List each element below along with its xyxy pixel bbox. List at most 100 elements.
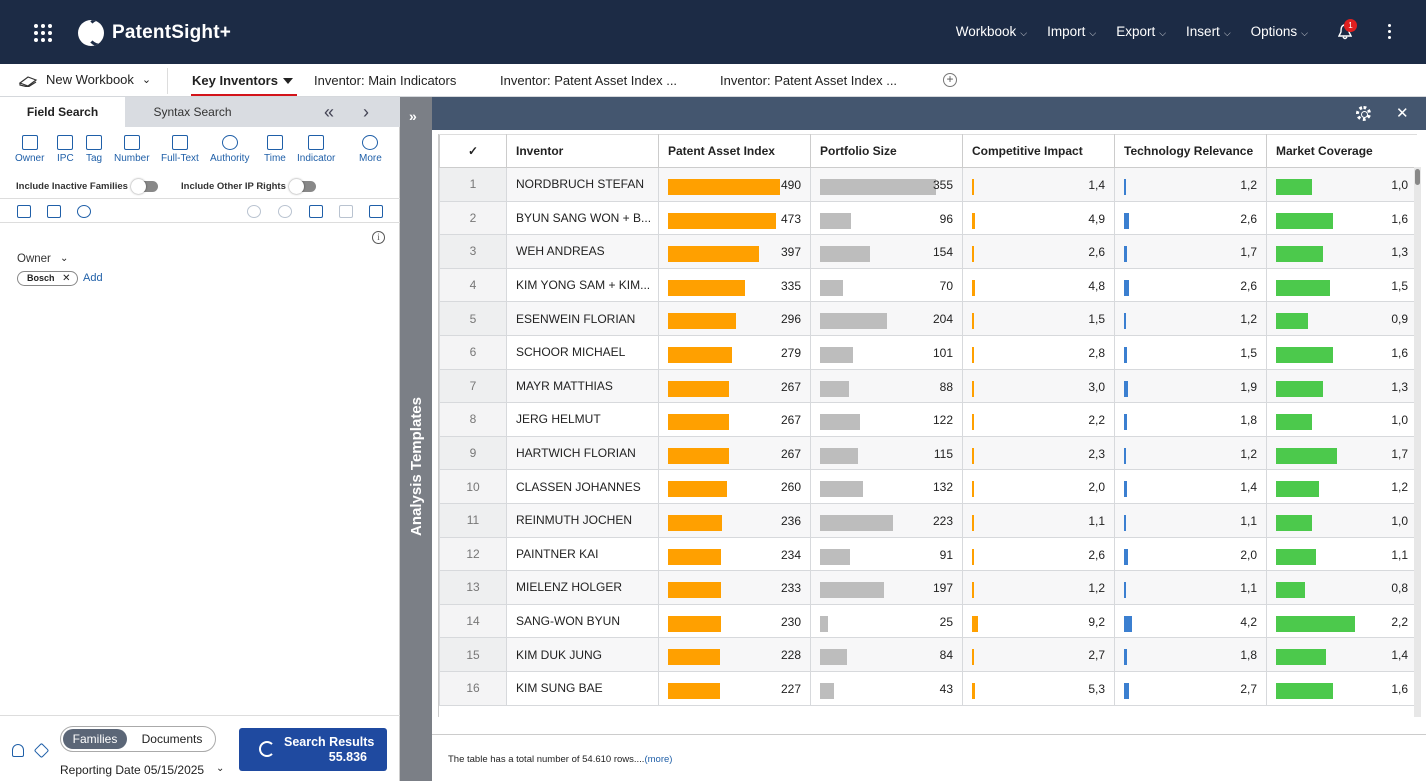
workbook-selector[interactable]: New Workbook ⌄	[18, 72, 151, 87]
inventor-name[interactable]: MIELENZ HOLGER	[506, 570, 659, 605]
app-grid-icon[interactable]	[34, 24, 52, 42]
inventor-name[interactable]: ESENWEIN FLORIAN	[506, 301, 659, 336]
table-row[interactable]: 10 CLASSEN JOHANNES 260 132 2,0 1,4 1,2	[439, 469, 1417, 504]
column-header[interactable]: Technology Relevance	[1114, 134, 1267, 168]
tab-field-search[interactable]: Field Search	[0, 97, 125, 127]
more-vertical-icon[interactable]	[1385, 24, 1393, 39]
table-row[interactable]: 3 WEH ANDREAS 397 154 2,6 1,7 1,3	[439, 234, 1417, 269]
copy-icon[interactable]	[309, 205, 323, 218]
inventor-name[interactable]: REINMUTH JOCHEN	[506, 502, 659, 538]
remove-chip-icon[interactable]: ✕	[62, 273, 71, 284]
search-results-button[interactable]: Search Results 55.836	[239, 728, 387, 771]
tab-syntax-search[interactable]: Syntax Search	[153, 105, 232, 119]
tag-icon[interactable]	[33, 742, 50, 759]
alert-bell-icon[interactable]	[12, 744, 24, 757]
families-option[interactable]: Families	[63, 729, 127, 749]
trash-icon[interactable]	[369, 205, 383, 218]
table-row[interactable]: 1 NORDBRUCH STEFAN 490 355 1,4 1,2 1,0	[439, 167, 1417, 202]
table-row[interactable]: 15 KIM DUK JUNG 228 84 2,7 1,8 1,4	[439, 637, 1417, 672]
inventor-name[interactable]: KIM YONG SAM + KIM...	[506, 267, 659, 303]
portfolio-size-bar	[820, 582, 885, 599]
filter-number-button[interactable]: Number	[114, 135, 150, 164]
select-all-check-icon[interactable]: ✓	[439, 134, 507, 168]
column-header[interactable]: Inventor	[506, 134, 659, 168]
owner-filter-label[interactable]: Owner	[17, 253, 51, 265]
table-row[interactable]: 16 KIM SUNG BAE 227 43 5,3 2,7 1,6	[439, 670, 1417, 706]
table-row[interactable]: 12 PAINTNER KAI 234 91 2,6 2,0 1,1	[439, 536, 1417, 572]
undo-icon[interactable]	[247, 205, 261, 218]
inventor-name[interactable]: MAYR MATTHIAS	[506, 368, 659, 404]
inventor-name[interactable]: SANG-WON BYUN	[506, 603, 659, 639]
more-link[interactable]: (more)	[644, 754, 673, 765]
other-ip-rights-toggle[interactable]	[289, 179, 316, 194]
filter-owner-button[interactable]: Owner	[15, 135, 44, 164]
filter-more-button[interactable]: More	[359, 135, 382, 164]
inventor-name[interactable]: PAINTNER KAI	[506, 536, 659, 572]
folder-open-icon[interactable]	[17, 205, 31, 218]
table-row[interactable]: 8 JERG HELMUT 267 122 2,2 1,8 1,0	[439, 402, 1417, 437]
competitive-impact-cell: 1,5	[962, 301, 1115, 336]
search-zoom-icon[interactable]	[77, 205, 91, 218]
inventor-name[interactable]: WEH ANDREAS	[506, 234, 659, 269]
collapse-left-icon[interactable]: «	[324, 102, 335, 122]
table-row[interactable]: 11 REINMUTH JOCHEN 236 223 1,1 1,1 1,0	[439, 502, 1417, 538]
filter-fulltext-button[interactable]: Full-Text	[161, 135, 199, 164]
menu-options[interactable]: Options ⌵	[1251, 24, 1308, 39]
tab-patent-asset-index-1[interactable]: Inventor: Patent Asset Index ...	[500, 73, 678, 88]
tab-main-indicators[interactable]: Inventor: Main Indicators	[314, 73, 457, 88]
portfolio-size-cell: 115	[810, 435, 963, 471]
filter-ipc-button[interactable]: IPC	[57, 135, 74, 164]
save-icon[interactable]	[47, 205, 61, 218]
vertical-scrollbar[interactable]	[1414, 167, 1421, 717]
table-row[interactable]: 14 SANG-WON BYUN 230 25 9,2 4,2 2,2	[439, 603, 1417, 639]
analysis-templates-strip[interactable]: » Analysis Templates	[400, 97, 432, 781]
caret-down-icon[interactable]	[283, 78, 293, 84]
tab-key-inventors[interactable]: Key Inventors	[192, 73, 278, 88]
documents-option[interactable]: Documents	[141, 732, 203, 746]
table-row[interactable]: 13 MIELENZ HOLGER 233 197 1,2 1,1 0,8	[439, 570, 1417, 605]
table-row[interactable]: 9 HARTWICH FLORIAN 267 115 2,3 1,2 1,7	[439, 435, 1417, 471]
table-row[interactable]: 4 KIM YONG SAM + KIM... 335 70 4,8 2,6 1,5	[439, 267, 1417, 303]
chevron-down-icon[interactable]: ⌄	[216, 763, 225, 774]
competitive-impact-value: 5,3	[1088, 681, 1105, 696]
inventor-name[interactable]: CLASSEN JOHANNES	[506, 469, 659, 504]
info-icon[interactable]: i	[372, 231, 385, 244]
filter-time-button[interactable]: Time	[264, 135, 286, 164]
filter-indicator-button[interactable]: Indicator	[297, 135, 335, 164]
redo-icon[interactable]	[278, 205, 292, 218]
column-header[interactable]: Market Coverage	[1266, 134, 1417, 168]
close-icon[interactable]: ✕	[1396, 105, 1409, 122]
inventor-name[interactable]: HARTWICH FLORIAN	[506, 435, 659, 471]
scroll-thumb[interactable]	[1415, 169, 1420, 185]
menu-import[interactable]: Import ⌵	[1047, 24, 1096, 39]
menu-insert[interactable]: Insert ⌵	[1186, 24, 1231, 39]
inventor-name[interactable]: NORDBRUCH STEFAN	[506, 167, 659, 202]
inventor-name[interactable]: BYUN SANG WON + B...	[506, 200, 659, 236]
column-header[interactable]: Portfolio Size	[810, 134, 963, 168]
add-owner-link[interactable]: Add	[83, 272, 103, 284]
table-row[interactable]: 5 ESENWEIN FLORIAN 296 204 1,5 1,2 0,9	[439, 301, 1417, 336]
chevron-down-icon[interactable]: ⌄	[60, 253, 69, 264]
filter-tag-button[interactable]: Tag	[86, 135, 102, 164]
inventor-name[interactable]: KIM SUNG BAE	[506, 670, 659, 706]
table-row[interactable]: 7 MAYR MATTHIAS 267 88 3,0 1,9 1,3	[439, 368, 1417, 404]
column-header[interactable]: Patent Asset Index	[658, 134, 811, 168]
chevron-right-icon[interactable]: ›	[363, 102, 369, 122]
paste-icon[interactable]	[339, 205, 353, 218]
table-row[interactable]: 6 SCHOOR MICHAEL 279 101 2,8 1,5 1,6	[439, 334, 1417, 370]
add-tab-icon[interactable]: +	[943, 73, 957, 87]
gear-icon[interactable]	[1356, 106, 1371, 121]
inventor-name[interactable]: JERG HELMUT	[506, 402, 659, 437]
filter-authority-button[interactable]: Authority	[210, 135, 249, 164]
column-header[interactable]: Competitive Impact	[962, 134, 1115, 168]
inventor-name[interactable]: KIM DUK JUNG	[506, 637, 659, 672]
menu-export[interactable]: Export ⌵	[1116, 24, 1166, 39]
inventor-name[interactable]: SCHOOR MICHAEL	[506, 334, 659, 370]
tab-patent-asset-index-2[interactable]: Inventor: Patent Asset Index ...	[720, 73, 898, 88]
expand-right-icon[interactable]: »	[409, 108, 417, 124]
reporting-date[interactable]: Reporting Date 05/15/2025	[60, 763, 205, 777]
cell-content: 204	[820, 303, 953, 335]
inactive-families-toggle[interactable]	[131, 179, 158, 194]
table-row[interactable]: 2 BYUN SANG WON + B... 473 96 4,9 2,6 1,6	[439, 200, 1417, 236]
menu-workbook[interactable]: Workbook ⌵	[956, 24, 1027, 39]
